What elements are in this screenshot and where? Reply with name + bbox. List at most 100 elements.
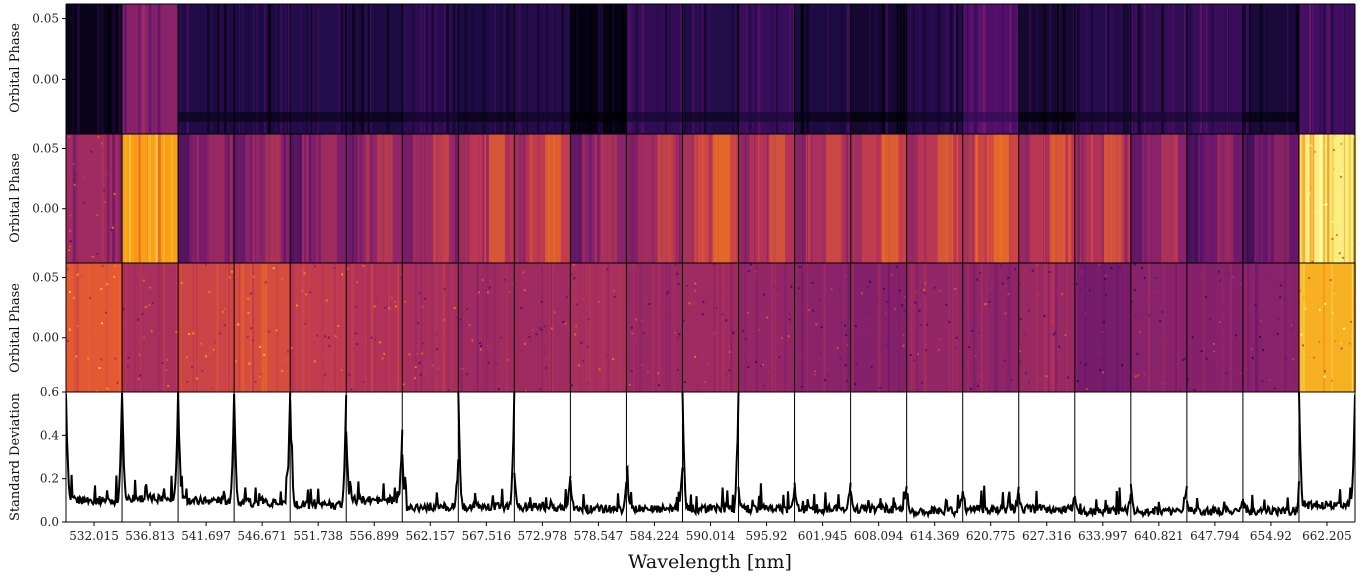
heatmap-stripe	[112, 4, 114, 134]
heatmap-pixel	[979, 272, 982, 275]
std-series-line	[177, 392, 236, 507]
heatmap-stripe	[1057, 4, 1061, 134]
heatmap-stripe	[703, 134, 706, 263]
heatmap-pixel	[1277, 317, 1280, 320]
heatmap-stripe	[134, 263, 136, 392]
heatmap-pixel	[1159, 320, 1162, 323]
heatmap-stripe	[1149, 4, 1152, 134]
heatmap-pixel	[192, 332, 195, 335]
heatmap-stripe	[1077, 4, 1080, 134]
heatmap-stripe	[1046, 134, 1048, 263]
heatmap-stripe	[923, 4, 926, 134]
heatmap-stripe	[910, 263, 913, 392]
heatmap-stripe	[1343, 4, 1345, 134]
heatmap-pixel	[564, 322, 567, 325]
heatmap-pixel	[1218, 321, 1221, 324]
heatmap-stripe	[758, 134, 760, 263]
heatmap-stripe	[736, 4, 738, 134]
heatmap-pixel	[890, 274, 893, 277]
heatmap-pixel	[1270, 334, 1273, 337]
heatmap-stripe	[1206, 134, 1209, 263]
heatmap-pixel	[1000, 264, 1003, 267]
heatmap-pixel	[1098, 263, 1101, 266]
heatmap-stripe	[365, 263, 367, 392]
heatmap-pixel	[268, 330, 271, 333]
heatmap-stripe	[484, 263, 486, 392]
heatmap-pixel	[96, 253, 99, 256]
heatmap-pixel	[678, 333, 681, 336]
heatmap-pixel	[465, 373, 468, 376]
heatmap-pixel	[305, 293, 308, 296]
heatmap-pixel	[1323, 370, 1326, 373]
heatmap-pixel	[167, 384, 170, 387]
heatmap-stripe	[879, 134, 882, 263]
heatmap-stripe	[1267, 134, 1271, 263]
heatmap-band	[570, 112, 627, 122]
heatmap-stripe	[1351, 263, 1354, 392]
heatmap-stripe	[118, 4, 121, 134]
heatmap-pixel	[1133, 289, 1136, 292]
heatmap-pixel	[378, 341, 381, 344]
heatmap-stripe	[639, 263, 643, 392]
heatmap-pixel	[664, 313, 667, 316]
heatmap-stripe	[1006, 4, 1009, 134]
heatmap-pixel	[105, 172, 108, 175]
heatmap-band	[738, 112, 795, 122]
heatmap-stripe	[613, 4, 615, 134]
heatmap-pixel	[1276, 350, 1279, 353]
x-tick-label: 647.794	[1190, 529, 1240, 543]
heatmap-pixel	[587, 382, 590, 385]
heatmap-pixel	[1308, 276, 1311, 279]
heatmap-stripe	[732, 4, 734, 134]
heatmap-pixel	[520, 349, 523, 352]
heatmap-band	[825, 134, 842, 263]
heatmap-stripe	[754, 134, 756, 263]
heatmap-pixel	[1352, 135, 1355, 138]
heatmap-stripe	[443, 4, 446, 134]
heatmap-pixel	[1212, 342, 1215, 345]
heatmap-pixel	[535, 333, 538, 336]
heatmap-band	[626, 134, 638, 263]
heatmap-pixel	[1045, 375, 1048, 378]
heatmap-stripe	[505, 263, 509, 392]
heatmap-band	[1074, 134, 1086, 263]
heatmap-pixel	[807, 309, 810, 312]
heatmap-stripe	[807, 134, 811, 263]
heatmap-pixel	[1099, 368, 1102, 371]
heatmap-pixel	[790, 285, 793, 288]
heatmap-stripe	[730, 263, 733, 392]
heatmap-stripe	[452, 134, 453, 263]
heatmap-stripe	[766, 134, 769, 263]
heatmap-stripe	[773, 4, 776, 134]
heatmap-stripe	[261, 263, 264, 392]
heatmap-stripe	[171, 4, 174, 134]
heatmap-stripe	[134, 134, 137, 263]
heatmap-pixel	[66, 339, 69, 342]
heatmap-pixel	[459, 318, 462, 321]
heatmap-band	[178, 134, 190, 263]
heatmap-pixel	[1289, 328, 1292, 331]
heatmap-stripe	[1217, 263, 1219, 392]
heatmap-pixel	[1058, 345, 1061, 348]
heatmap-pixel	[1330, 379, 1333, 382]
heatmap-pixel	[218, 332, 221, 335]
heatmap-pixel	[1273, 387, 1276, 390]
heatmap-stripe	[1255, 134, 1257, 263]
heatmap-pixel	[659, 311, 662, 314]
heatmap-band	[1018, 134, 1030, 263]
heatmap-pixel	[886, 343, 889, 346]
heatmap-pixel	[76, 273, 79, 276]
heatmap-pixel	[657, 372, 660, 375]
heatmap-pixel	[1084, 312, 1087, 315]
heatmap-pixel	[682, 319, 685, 322]
heatmap-stripe	[956, 263, 958, 392]
heatmap-stripe	[548, 263, 551, 392]
heatmap-stripe	[665, 4, 668, 134]
heatmap-pixel	[142, 279, 145, 282]
heatmap-band	[514, 112, 571, 122]
heatmap-pixel	[969, 387, 972, 390]
heatmap-pixel	[706, 362, 709, 365]
heatmap-pixel	[1302, 344, 1305, 347]
y-tick-label: 0.4	[40, 428, 59, 442]
